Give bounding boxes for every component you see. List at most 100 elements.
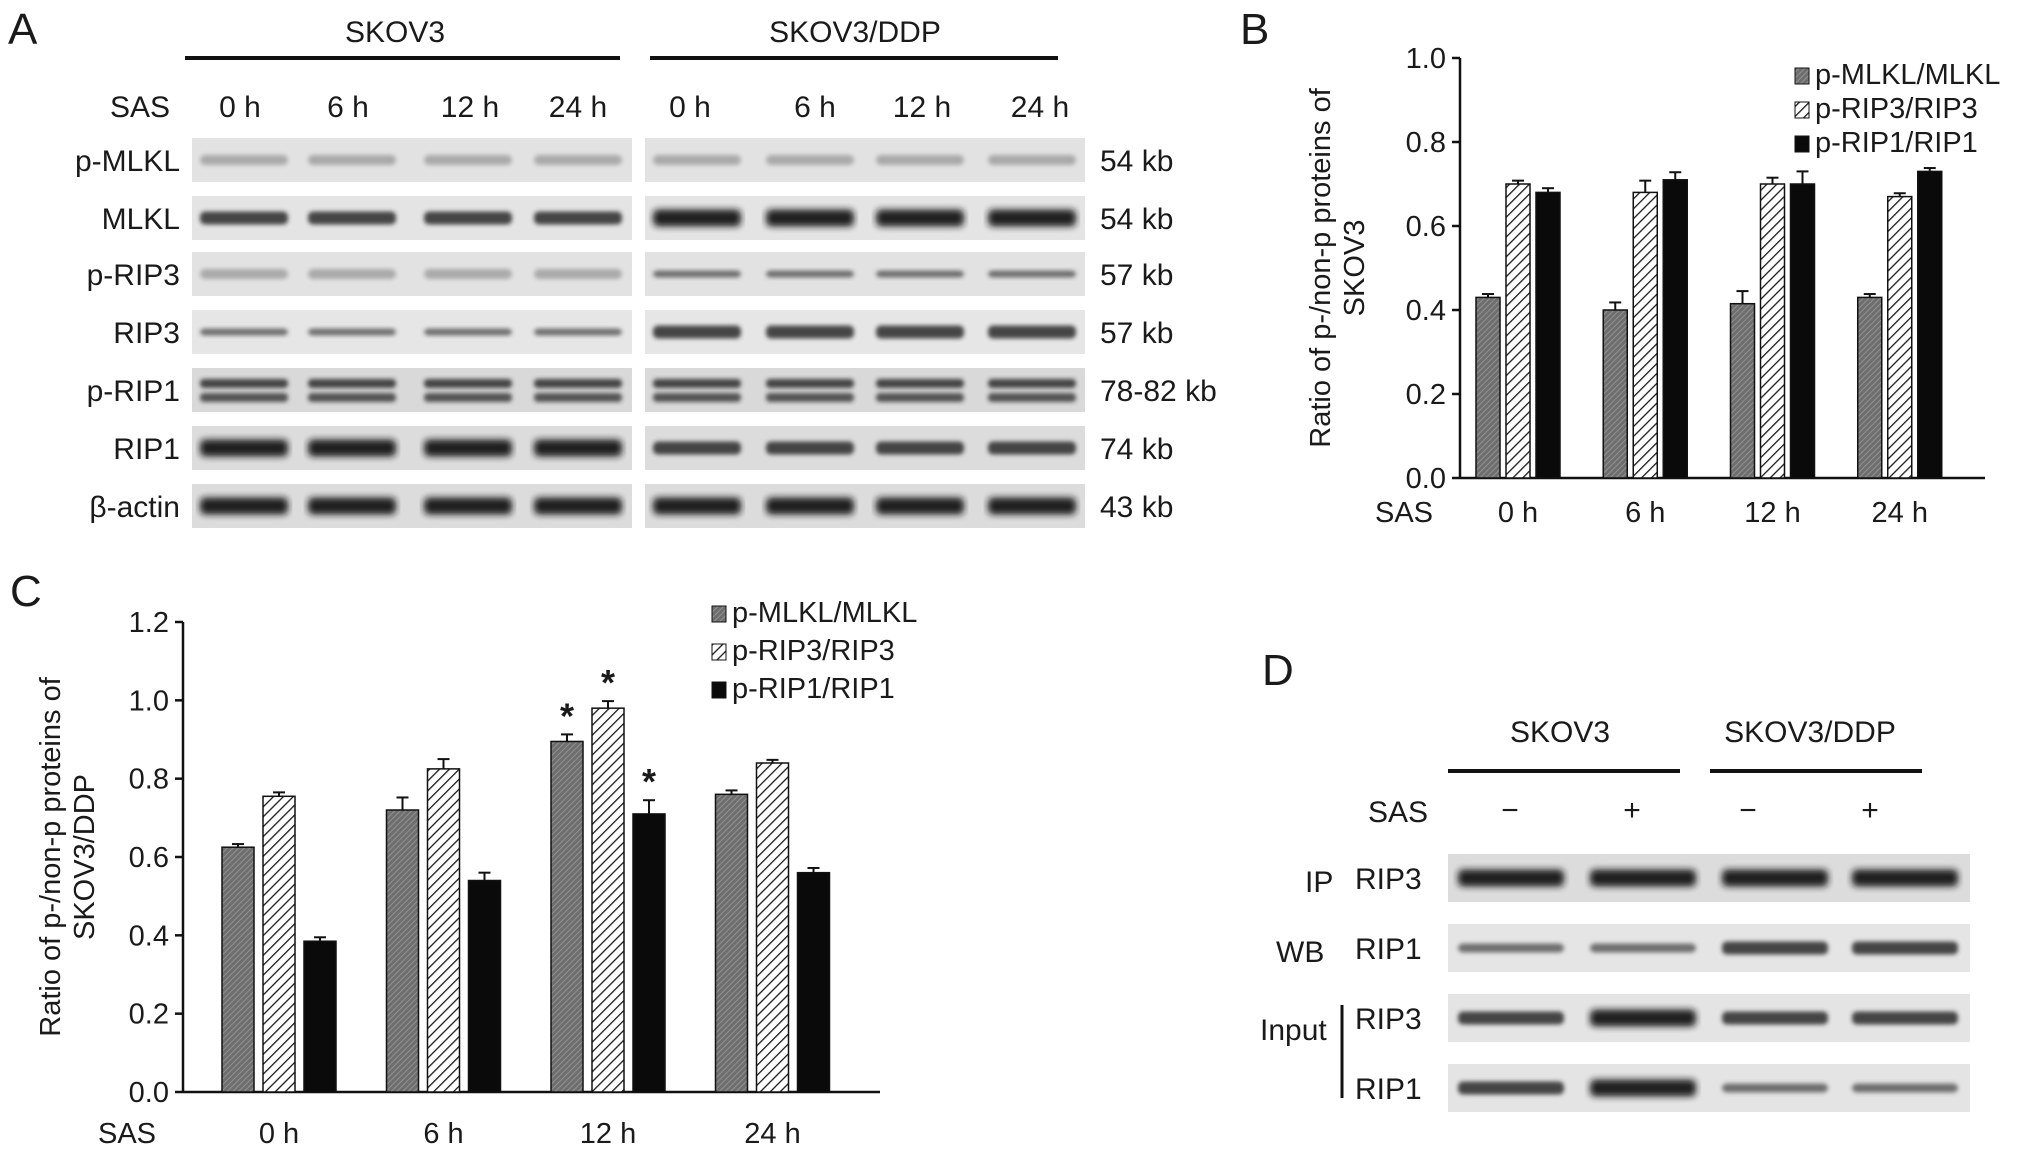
panel-a-blot-row: MLKL 54 kb (102, 196, 1173, 240)
panel-d-co-ip: D SKOV3 SKOV3/DDP SAS − + − + IP WB Input R… (1260, 646, 1970, 1112)
blot-band (200, 497, 288, 515)
panel-a-band-skov3 (534, 269, 622, 279)
blot-band-lower (308, 393, 396, 402)
panel-a-membrane-skov3-ddp (645, 368, 1085, 412)
blot-band-lower (988, 393, 1076, 402)
panel-a-band-skov3 (424, 497, 512, 515)
blot-band-upper (876, 379, 964, 388)
panel-d-band (1458, 1011, 1564, 1025)
panel-b-legend-label: p-RIP3/RIP3 (1815, 93, 1978, 125)
panel-d-band (1852, 1011, 1958, 1025)
blot-band (1590, 869, 1696, 887)
blot-band (653, 155, 741, 165)
blot-band (308, 211, 396, 225)
blot-band (1722, 1011, 1828, 1025)
panel-c-category-label: 12 h (580, 1118, 636, 1150)
panel-b-y-tick-label: 0.8 (1406, 127, 1446, 159)
panel-a-band-skov3 (534, 497, 622, 515)
panel-c-category-label: 24 h (744, 1118, 800, 1150)
panel-c-bar (632, 813, 666, 1093)
blot-band (988, 325, 1076, 339)
blot-band (308, 497, 396, 515)
panel-b-y-tick-label: 0.2 (1406, 379, 1446, 411)
panel-b-category-label: 12 h (1744, 497, 1800, 529)
panel-d-band (1590, 1079, 1696, 1097)
panel-a-band-skov3-ddp (876, 155, 964, 165)
panel-a-band-skov3 (308, 497, 396, 515)
panel-d-letter: D (1262, 646, 1294, 695)
panel-a-time-labels: 0 h 6 h 12 h 24 h 0 h 6 h 12 h 24 h (219, 91, 1069, 124)
panel-a-row-size: 57 kb (1100, 259, 1173, 292)
panel-b-y-tick-label: 1.0 (1406, 43, 1446, 75)
panel-a-time-label: 12 h (893, 91, 951, 124)
panel-d-sas-label: SAS (1368, 796, 1428, 829)
panel-c-chart: 0.0 0.2 0.4 0.6 0.8 1.0 1.2 Ratio of p-/non-p p… (35, 597, 917, 1150)
panel-d-band (1458, 1081, 1564, 1095)
panel-a-band-skov3-ddp (766, 270, 854, 278)
panel-d-blot-row: RIP1 (1355, 1064, 1970, 1112)
blot-band (766, 497, 854, 515)
panel-a-band-skov3 (424, 379, 512, 402)
blot-band-lower (766, 393, 854, 402)
panel-a-band-skov3 (534, 211, 622, 225)
panel-a-band-skov3-ddp (653, 441, 741, 455)
panel-d-band (1590, 869, 1696, 887)
blot-band (200, 328, 288, 336)
panel-a-band-skov3-ddp (653, 497, 741, 515)
panel-a-band-skov3 (200, 155, 288, 165)
blot-band (534, 211, 622, 225)
blot-band (424, 211, 512, 225)
panel-a-band-skov3-ddp (766, 209, 854, 227)
panel-a-band-skov3-ddp (988, 441, 1076, 455)
panel-c-legend-swatch (711, 605, 727, 623)
panel-a-band-skov3 (424, 211, 512, 225)
blot-band (1590, 943, 1696, 953)
panel-c-y-tick-label: 0.6 (129, 842, 169, 874)
panel-a-time-label: 0 h (669, 91, 711, 124)
panel-c-legend-label: p-MLKL/MLKL (732, 597, 917, 629)
blot-band (1590, 1079, 1696, 1097)
panel-a-band-skov3-ddp (653, 155, 741, 165)
blot-band-upper (308, 379, 396, 388)
panel-c-letter: C (10, 567, 42, 616)
panel-b-bar (1759, 183, 1786, 479)
panel-a-band-skov3 (308, 439, 396, 457)
panel-c-y-tick-label: 1.0 (129, 685, 169, 717)
panel-b-legend-swatch (1794, 101, 1810, 119)
blot-band (988, 270, 1076, 278)
blot-band (653, 497, 741, 515)
blot-band (653, 325, 741, 339)
panel-d-row-label: RIP1 (1355, 1073, 1422, 1106)
blot-band-upper (766, 379, 854, 388)
panel-b-bar (1475, 296, 1501, 479)
panel-a-band-skov3-ddp (876, 270, 964, 278)
blot-band (766, 155, 854, 165)
panel-a-western-blot: A SKOV3 SKOV3/DDP SAS 0 h 6 h 12 h 24 h 0 h 6… (8, 5, 1217, 528)
blot-band (1458, 1011, 1564, 1025)
panel-a-band-skov3 (424, 269, 512, 279)
panel-a-band-skov3 (200, 439, 288, 457)
panel-a-band-skov3 (308, 269, 396, 279)
panel-a-band-skov3-ddp (988, 497, 1076, 515)
panel-d-treatment-label: + (1861, 794, 1879, 827)
blot-band (308, 328, 396, 336)
panel-c-x-axis-label: SAS (98, 1118, 156, 1150)
panel-d-blot-row: RIP1 (1355, 924, 1970, 972)
panel-b-bar (1917, 170, 1943, 479)
blot-band (653, 270, 741, 278)
panel-a-blot-row: p-RIP3 57 kb (87, 252, 1173, 296)
panel-c-y-tick-label: 0.0 (129, 1077, 169, 1109)
blot-band (876, 270, 964, 278)
panel-a-blot-rows: p-MLKL 54 kb MLKL 54 kb p-RIP3 57 kb RIP3 57 kb… (75, 138, 1217, 528)
blot-band (988, 155, 1076, 165)
blot-band-lower (200, 393, 288, 402)
blot-band (1722, 1083, 1828, 1093)
blot-band (308, 155, 396, 165)
panel-b-bar (1662, 179, 1688, 479)
blot-band (308, 269, 396, 279)
panel-a-row-label: p-MLKL (75, 145, 180, 178)
panel-c-bar (303, 940, 337, 1093)
blot-band (534, 497, 622, 515)
panel-a-band-skov3 (308, 328, 396, 336)
panel-a-band-skov3-ddp (988, 155, 1076, 165)
